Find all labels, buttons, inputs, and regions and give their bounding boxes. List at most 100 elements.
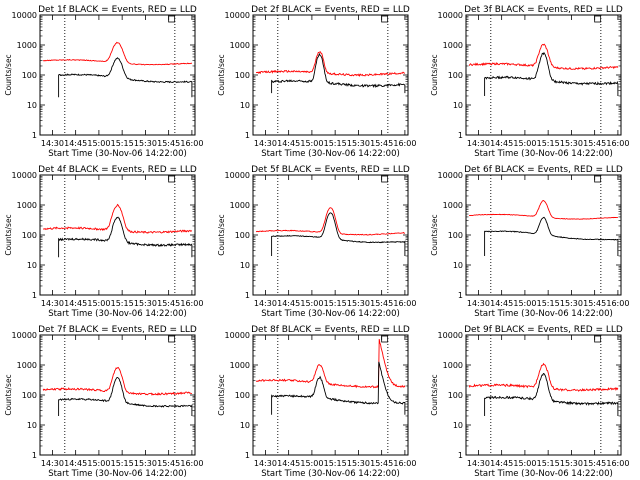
lld-series-line — [468, 43, 619, 71]
detector-panel-7: Det 7f BLACK = Events, RED = LLD 1 10 100 10… — [4, 325, 203, 479]
x-tick-label: 14:45 — [277, 459, 300, 468]
y-tick-label: 1000 — [230, 361, 250, 370]
plot-frame — [39, 174, 196, 296]
y-tick-label: 1 — [245, 291, 250, 300]
x-tick-label: 15:15 — [111, 139, 134, 148]
panel-title: Det 6f BLACK = Events, RED = LLD — [464, 165, 623, 175]
lld-series-line — [42, 41, 193, 66]
x-tick-label: 14:45 — [64, 459, 87, 468]
x-axis-title: Start Time (30-Nov-06 14:22:00) — [261, 469, 400, 479]
x-tick-label: 16:00 — [393, 299, 416, 308]
detector-panel-6: Det 6f BLACK = Events, RED = LLD 1 10 100 10… — [430, 165, 629, 319]
x-tick-label: 16:00 — [393, 139, 416, 148]
x-tick-label: 15:15 — [537, 299, 560, 308]
x-tick-label: 14:30 — [467, 299, 490, 308]
y-tick-label: 10000 — [12, 331, 37, 340]
events-series-line — [271, 361, 406, 415]
detector-panel-9: Det 9f BLACK = Events, RED = LLD 1 10 100 10… — [430, 325, 629, 479]
lld-series-line — [43, 203, 193, 234]
lld-series-line — [468, 362, 619, 392]
y-tick-label: 1000 — [17, 41, 37, 50]
detector-panel-1: Det 1f BLACK = Events, RED = LLD 1 10 100 10… — [4, 5, 203, 159]
panel-title: Det 3f BLACK = Events, RED = LLD — [464, 5, 623, 15]
detector-panel-3: Det 3f BLACK = Events, RED = LLD 1 10 100 10… — [430, 5, 629, 159]
events-series-line — [271, 52, 406, 94]
x-axis-title: Start Time (30-Nov-06 14:22:00) — [474, 149, 613, 159]
x-tick-label: 16:00 — [393, 459, 416, 468]
y-tick-label: 100 — [235, 71, 250, 80]
x-tick-label: 14:45 — [490, 459, 513, 468]
y-tick-label: 10000 — [438, 171, 463, 180]
panel-title: Det 2f BLACK = Events, RED = LLD — [251, 5, 410, 15]
x-tick-label: 15:00 — [87, 459, 110, 468]
corner-box — [168, 335, 176, 343]
x-tick-label: 14:30 — [254, 459, 277, 468]
detector-panel-2: Det 2f BLACK = Events, RED = LLD 1 10 100 10… — [217, 5, 416, 159]
y-axis-title: Counts/sec — [4, 374, 13, 415]
x-tick-label: 15:30 — [134, 139, 157, 148]
plot-frame — [39, 334, 196, 456]
x-tick-label: 15:30 — [134, 459, 157, 468]
x-tick-label: 14:45 — [277, 139, 300, 148]
lld-series-line — [255, 207, 406, 236]
x-tick-label: 15:00 — [300, 139, 323, 148]
x-tick-label: 15:45 — [370, 459, 393, 468]
x-tick-label: 15:30 — [347, 139, 370, 148]
x-tick-label: 15:15 — [324, 459, 347, 468]
x-tick-label: 14:30 — [467, 459, 490, 468]
x-tick-label: 15:15 — [537, 139, 560, 148]
y-tick-label: 10 — [240, 101, 250, 110]
y-tick-label: 1000 — [443, 361, 463, 370]
y-tick-label: 1 — [245, 451, 250, 460]
detector-panel-5: Det 5f BLACK = Events, RED = LLD 1 10 100 10… — [217, 165, 416, 319]
lld-series-line — [42, 366, 192, 396]
y-axis-title: Counts/sec — [4, 54, 13, 95]
x-axis-title: Start Time (30-Nov-06 14:22:00) — [474, 309, 613, 319]
y-tick-label: 1 — [458, 291, 463, 300]
y-axis-title: Counts/sec — [217, 54, 226, 95]
x-tick-label: 15:45 — [157, 299, 180, 308]
x-tick-label: 16:00 — [606, 299, 629, 308]
x-tick-label: 14:45 — [277, 299, 300, 308]
x-axis-title: Start Time (30-Nov-06 14:22:00) — [261, 149, 400, 159]
y-tick-label: 1000 — [443, 201, 463, 210]
x-tick-label: 15:45 — [157, 139, 180, 148]
corner-box — [594, 15, 602, 23]
x-tick-label: 15:15 — [324, 139, 347, 148]
x-tick-label: 14:45 — [490, 139, 513, 148]
x-tick-label: 14:30 — [41, 459, 64, 468]
y-tick-label: 10000 — [12, 11, 37, 20]
x-tick-label: 15:00 — [513, 459, 536, 468]
panel-title: Det 4f BLACK = Events, RED = LLD — [38, 165, 197, 175]
detector-panel-4: Det 4f BLACK = Events, RED = LLD 1 10 100 10… — [4, 165, 203, 319]
x-tick-label: 15:45 — [370, 139, 393, 148]
x-tick-label: 15:30 — [560, 459, 583, 468]
x-tick-label: 15:45 — [583, 459, 606, 468]
x-tick-label: 15:30 — [347, 459, 370, 468]
x-tick-label: 15:15 — [537, 459, 560, 468]
y-tick-label: 10000 — [438, 11, 463, 20]
corner-box — [594, 335, 602, 343]
panel-title: Det 9f BLACK = Events, RED = LLD — [464, 325, 623, 335]
plot-frame — [465, 14, 622, 136]
x-tick-label: 14:30 — [41, 139, 64, 148]
x-tick-label: 14:30 — [467, 139, 490, 148]
lld-series-line — [256, 51, 405, 78]
panel-title: Det 1f BLACK = Events, RED = LLD — [38, 5, 197, 15]
x-tick-label: 16:00 — [180, 139, 203, 148]
x-tick-label: 15:30 — [560, 299, 583, 308]
events-series-line — [484, 216, 619, 256]
y-tick-label: 100 — [22, 391, 37, 400]
x-tick-label: 14:30 — [254, 299, 277, 308]
panel-title: Det 7f BLACK = Events, RED = LLD — [38, 325, 197, 335]
events-series-line — [484, 51, 619, 96]
y-tick-label: 10000 — [225, 331, 250, 340]
x-axis-title: Start Time (30-Nov-06 14:22:00) — [474, 469, 613, 479]
y-tick-label: 10000 — [438, 331, 463, 340]
x-tick-label: 14:30 — [41, 299, 64, 308]
x-tick-label: 15:00 — [87, 139, 110, 148]
lld-series-line — [255, 339, 406, 389]
x-tick-label: 15:15 — [111, 459, 134, 468]
x-tick-label: 15:15 — [111, 299, 134, 308]
